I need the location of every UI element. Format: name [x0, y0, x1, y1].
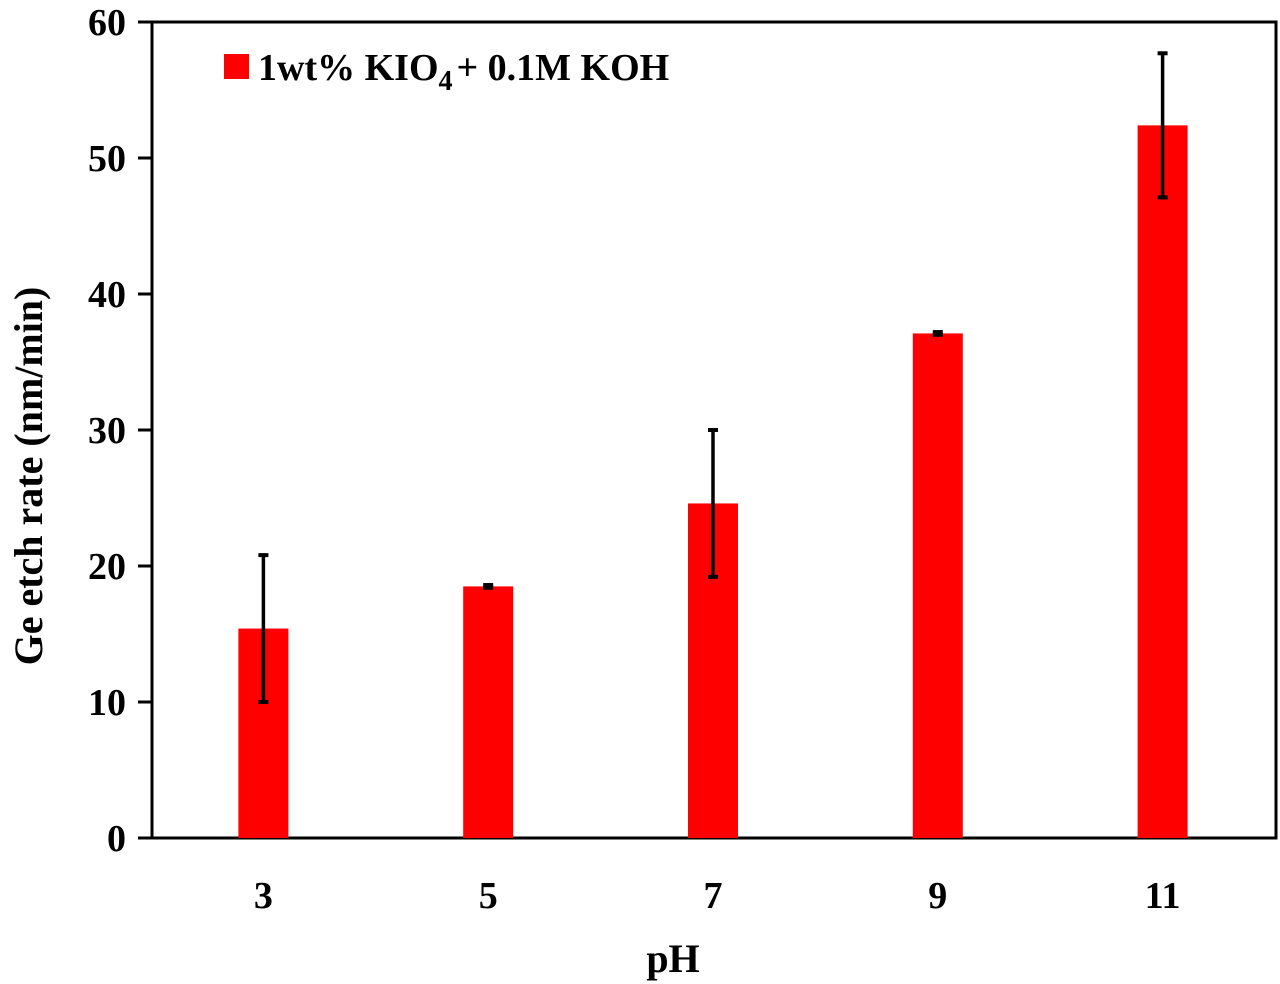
bar: [1137, 125, 1188, 839]
bars: [238, 51, 1188, 839]
y-axis-title: Ge etch rate (nm/min): [6, 287, 51, 666]
y-tick-label: 0: [107, 818, 126, 860]
x-tick-label: 5: [479, 875, 498, 917]
legend-label: 1wt% KIO4 + 0.1M KOH: [258, 47, 669, 97]
y-tick-label: 30: [88, 410, 126, 452]
legend-subscript: 4: [439, 66, 453, 97]
x-tick-label: 3: [254, 875, 273, 917]
bar: [912, 333, 963, 838]
x-tick-label: 11: [1145, 875, 1181, 917]
x-tick-label: 9: [928, 875, 947, 917]
y-tick-label: 40: [88, 274, 126, 316]
bar: [463, 586, 514, 838]
x-axis-title: pH: [646, 936, 699, 981]
x-axis-ticks: 3 5 7 9 11: [254, 875, 1181, 917]
y-tick-label: 50: [88, 138, 126, 180]
x-tick-label: 7: [704, 875, 723, 917]
legend: 1wt% KIO4 + 0.1M KOH: [224, 47, 669, 97]
y-tick-label: 10: [88, 682, 126, 724]
legend-swatch: [224, 54, 249, 79]
y-tick-label: 60: [88, 2, 126, 44]
y-axis-ticks: 0 10 20 30 40 50 60: [88, 2, 152, 860]
y-tick-label: 20: [88, 546, 126, 588]
